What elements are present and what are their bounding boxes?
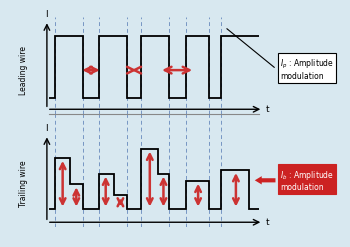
Text: t: t [265,218,269,227]
Text: Trailing wire: Trailing wire [19,161,28,207]
Text: $I_p$ : Amplitude
modulation: $I_p$ : Amplitude modulation [280,57,334,81]
Text: I: I [46,124,48,133]
Text: I: I [46,10,48,19]
Text: t: t [265,105,269,114]
Text: $I_b$ : Amplitude
modulation: $I_b$ : Amplitude modulation [280,169,334,192]
Text: Leading wire: Leading wire [19,46,28,95]
